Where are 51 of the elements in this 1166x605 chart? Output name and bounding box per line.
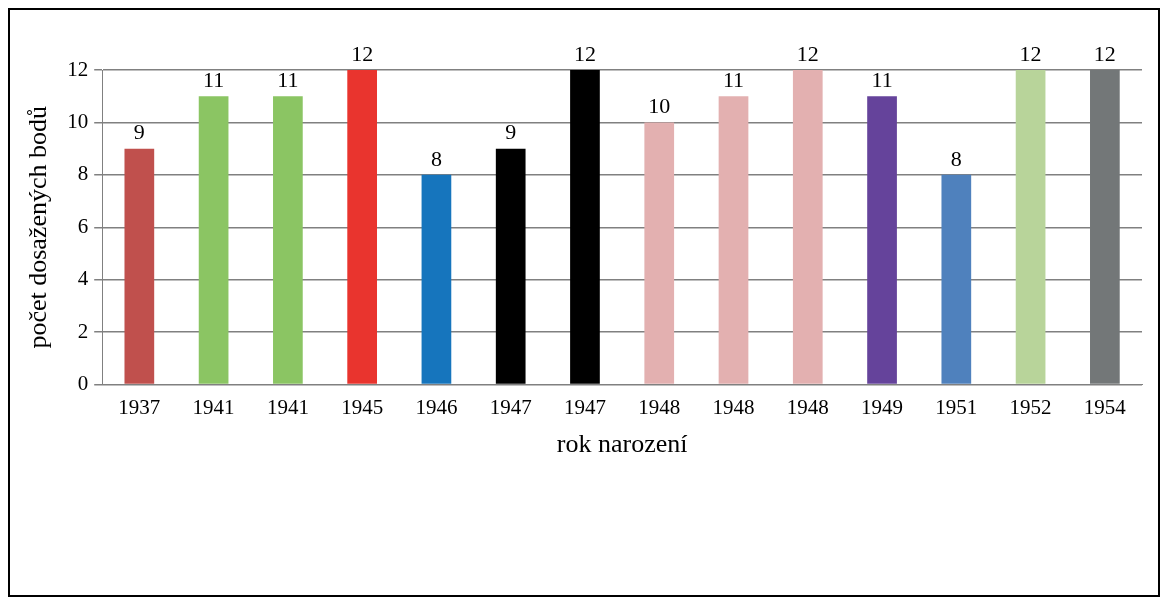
bar [273, 96, 303, 384]
x-tick-label: 1954 [1083, 394, 1127, 419]
x-tick-label: 1946 [415, 394, 458, 419]
data-label: 12 [796, 40, 819, 66]
y-tick-label: 0 [77, 371, 89, 396]
x-tick-label: 1941 [192, 394, 235, 419]
bar [495, 148, 526, 384]
data-label: 11 [871, 67, 893, 92]
bar [718, 96, 749, 384]
data-label: 9 [505, 119, 517, 145]
data-label: 11 [203, 67, 225, 92]
data-label: 8 [950, 145, 962, 171]
x-tick-label: 1947 [563, 394, 606, 419]
data-label: 11 [277, 67, 299, 92]
data-label: 9 [133, 119, 145, 145]
y-tick-label: 10 [67, 108, 89, 133]
x-tick-label: 1951 [935, 394, 978, 419]
bar [570, 70, 600, 384]
bar [644, 122, 675, 384]
bar [347, 70, 377, 384]
bar [198, 96, 229, 384]
y-axis-title: počet dosažených bodů [23, 106, 53, 349]
data-label: 11 [722, 67, 745, 92]
x-axis-title: rok narození [556, 429, 688, 459]
bar [124, 148, 155, 384]
x-tick-label: 1945 [341, 394, 384, 419]
y-tick-label: 12 [67, 56, 89, 81]
x-tick-label: 1949 [861, 394, 904, 419]
data-label: 12 [573, 40, 596, 66]
x-tick-label: 1947 [489, 394, 532, 419]
bar [941, 174, 972, 384]
bar [792, 70, 823, 384]
x-tick-label: 1948 [638, 394, 681, 419]
data-label: 8 [430, 145, 442, 171]
x-tick-label: 1952 [1009, 394, 1052, 419]
x-tick-label: 1937 [118, 394, 161, 419]
data-label: 12 [1093, 40, 1116, 66]
y-tick-label: 8 [77, 161, 89, 186]
bar [867, 96, 897, 384]
bar [1015, 70, 1046, 384]
bar [421, 174, 452, 384]
bar [1090, 70, 1120, 384]
x-tick-label: 1941 [266, 394, 309, 419]
x-tick-label: 1948 [712, 394, 755, 419]
data-label: 12 [351, 40, 374, 66]
y-tick-label: 6 [77, 213, 89, 238]
data-label: 10 [648, 93, 671, 119]
x-tick-label: 1948 [786, 394, 829, 419]
y-tick-label: 2 [77, 318, 89, 343]
y-tick-label: 4 [77, 266, 89, 291]
data-label: 12 [1019, 40, 1042, 66]
